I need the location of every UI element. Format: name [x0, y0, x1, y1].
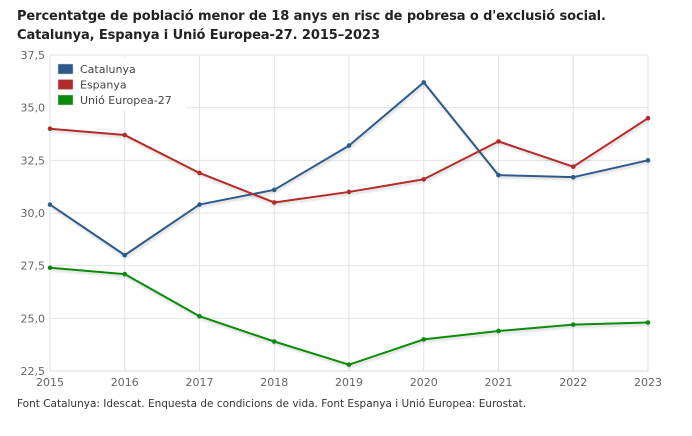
x-tick-label: 2022 — [559, 376, 587, 389]
data-point[interactable] — [496, 139, 501, 144]
data-point[interactable] — [570, 164, 576, 169]
data-point[interactable] — [47, 265, 53, 271]
source-note: Font Catalunya: Idescat. Enquesta de con… — [17, 398, 527, 410]
data-point[interactable] — [421, 176, 427, 182]
x-axis: 2015 2016 2017 2018 2019 2020 2021 2022 2023 — [36, 376, 662, 389]
data-point[interactable] — [346, 143, 352, 148]
y-tick-label: 35,0 — [21, 102, 46, 115]
data-point[interactable] — [47, 126, 53, 132]
y-tick-label: 27,5 — [21, 260, 46, 273]
data-point[interactable] — [421, 337, 427, 342]
data-point[interactable] — [346, 362, 352, 367]
data-point[interactable] — [645, 115, 651, 121]
x-tick-label: 2023 — [634, 376, 662, 389]
y-axis: 22,5 25,0 27,5 30,0 32,5 35,0 37,5 — [21, 49, 46, 378]
y-tick-label: 32,5 — [21, 154, 46, 167]
series-uni-europea-27 — [47, 265, 651, 367]
data-point[interactable] — [122, 271, 128, 277]
data-point[interactable] — [197, 202, 202, 207]
x-tick-label: 2019 — [335, 376, 363, 389]
data-point[interactable] — [197, 170, 202, 176]
legend-label[interactable]: Espanya — [80, 79, 127, 92]
legend-swatch — [57, 79, 74, 90]
series-catalunya — [47, 80, 651, 258]
series-espanya — [47, 115, 651, 205]
data-point[interactable] — [570, 322, 576, 327]
legend-label[interactable]: Unió Europea-27 — [80, 94, 172, 107]
data-point[interactable] — [47, 202, 53, 207]
legend-swatch — [57, 94, 74, 106]
data-point[interactable] — [271, 339, 277, 344]
data-point[interactable] — [570, 174, 576, 180]
data-point[interactable] — [271, 200, 277, 205]
y-tick-label: 25,0 — [21, 312, 46, 325]
legend-swatch — [57, 63, 74, 75]
data-point[interactable] — [271, 187, 277, 193]
data-point[interactable] — [122, 252, 128, 258]
data-point[interactable] — [496, 328, 501, 334]
data-point[interactable] — [496, 172, 501, 178]
grid — [49, 54, 649, 372]
data-point[interactable] — [645, 320, 651, 325]
y-tick-label: 30,0 — [21, 207, 46, 220]
chart-title-line1: Percentatge de població menor de 18 anys… — [17, 9, 606, 24]
x-tick-label: 2021 — [485, 376, 513, 389]
data-point[interactable] — [346, 189, 352, 195]
data-point[interactable] — [197, 313, 202, 319]
data-point[interactable] — [421, 80, 427, 85]
y-tick-label: 37,5 — [21, 49, 46, 62]
x-tick-label: 2016 — [111, 376, 139, 389]
x-tick-label: 2018 — [260, 376, 288, 389]
x-tick-label: 2020 — [410, 376, 438, 389]
data-point[interactable] — [645, 158, 651, 163]
legend: Catalunya Espanya Unió Europea-27 — [51, 58, 186, 111]
data-point[interactable] — [122, 132, 128, 138]
chart-title-line2: Catalunya, Espanya i Unió Europea-27. 20… — [17, 28, 380, 43]
series-lines — [47, 80, 651, 367]
legend-label[interactable]: Catalunya — [80, 63, 136, 76]
y-tick-label: 22,5 — [21, 365, 46, 378]
x-tick-label: 2017 — [186, 376, 214, 389]
chart-title: Percentatge de població menor de 18 anys… — [17, 7, 606, 45]
legend-background — [51, 58, 186, 111]
x-tick-label: 2015 — [36, 376, 64, 389]
